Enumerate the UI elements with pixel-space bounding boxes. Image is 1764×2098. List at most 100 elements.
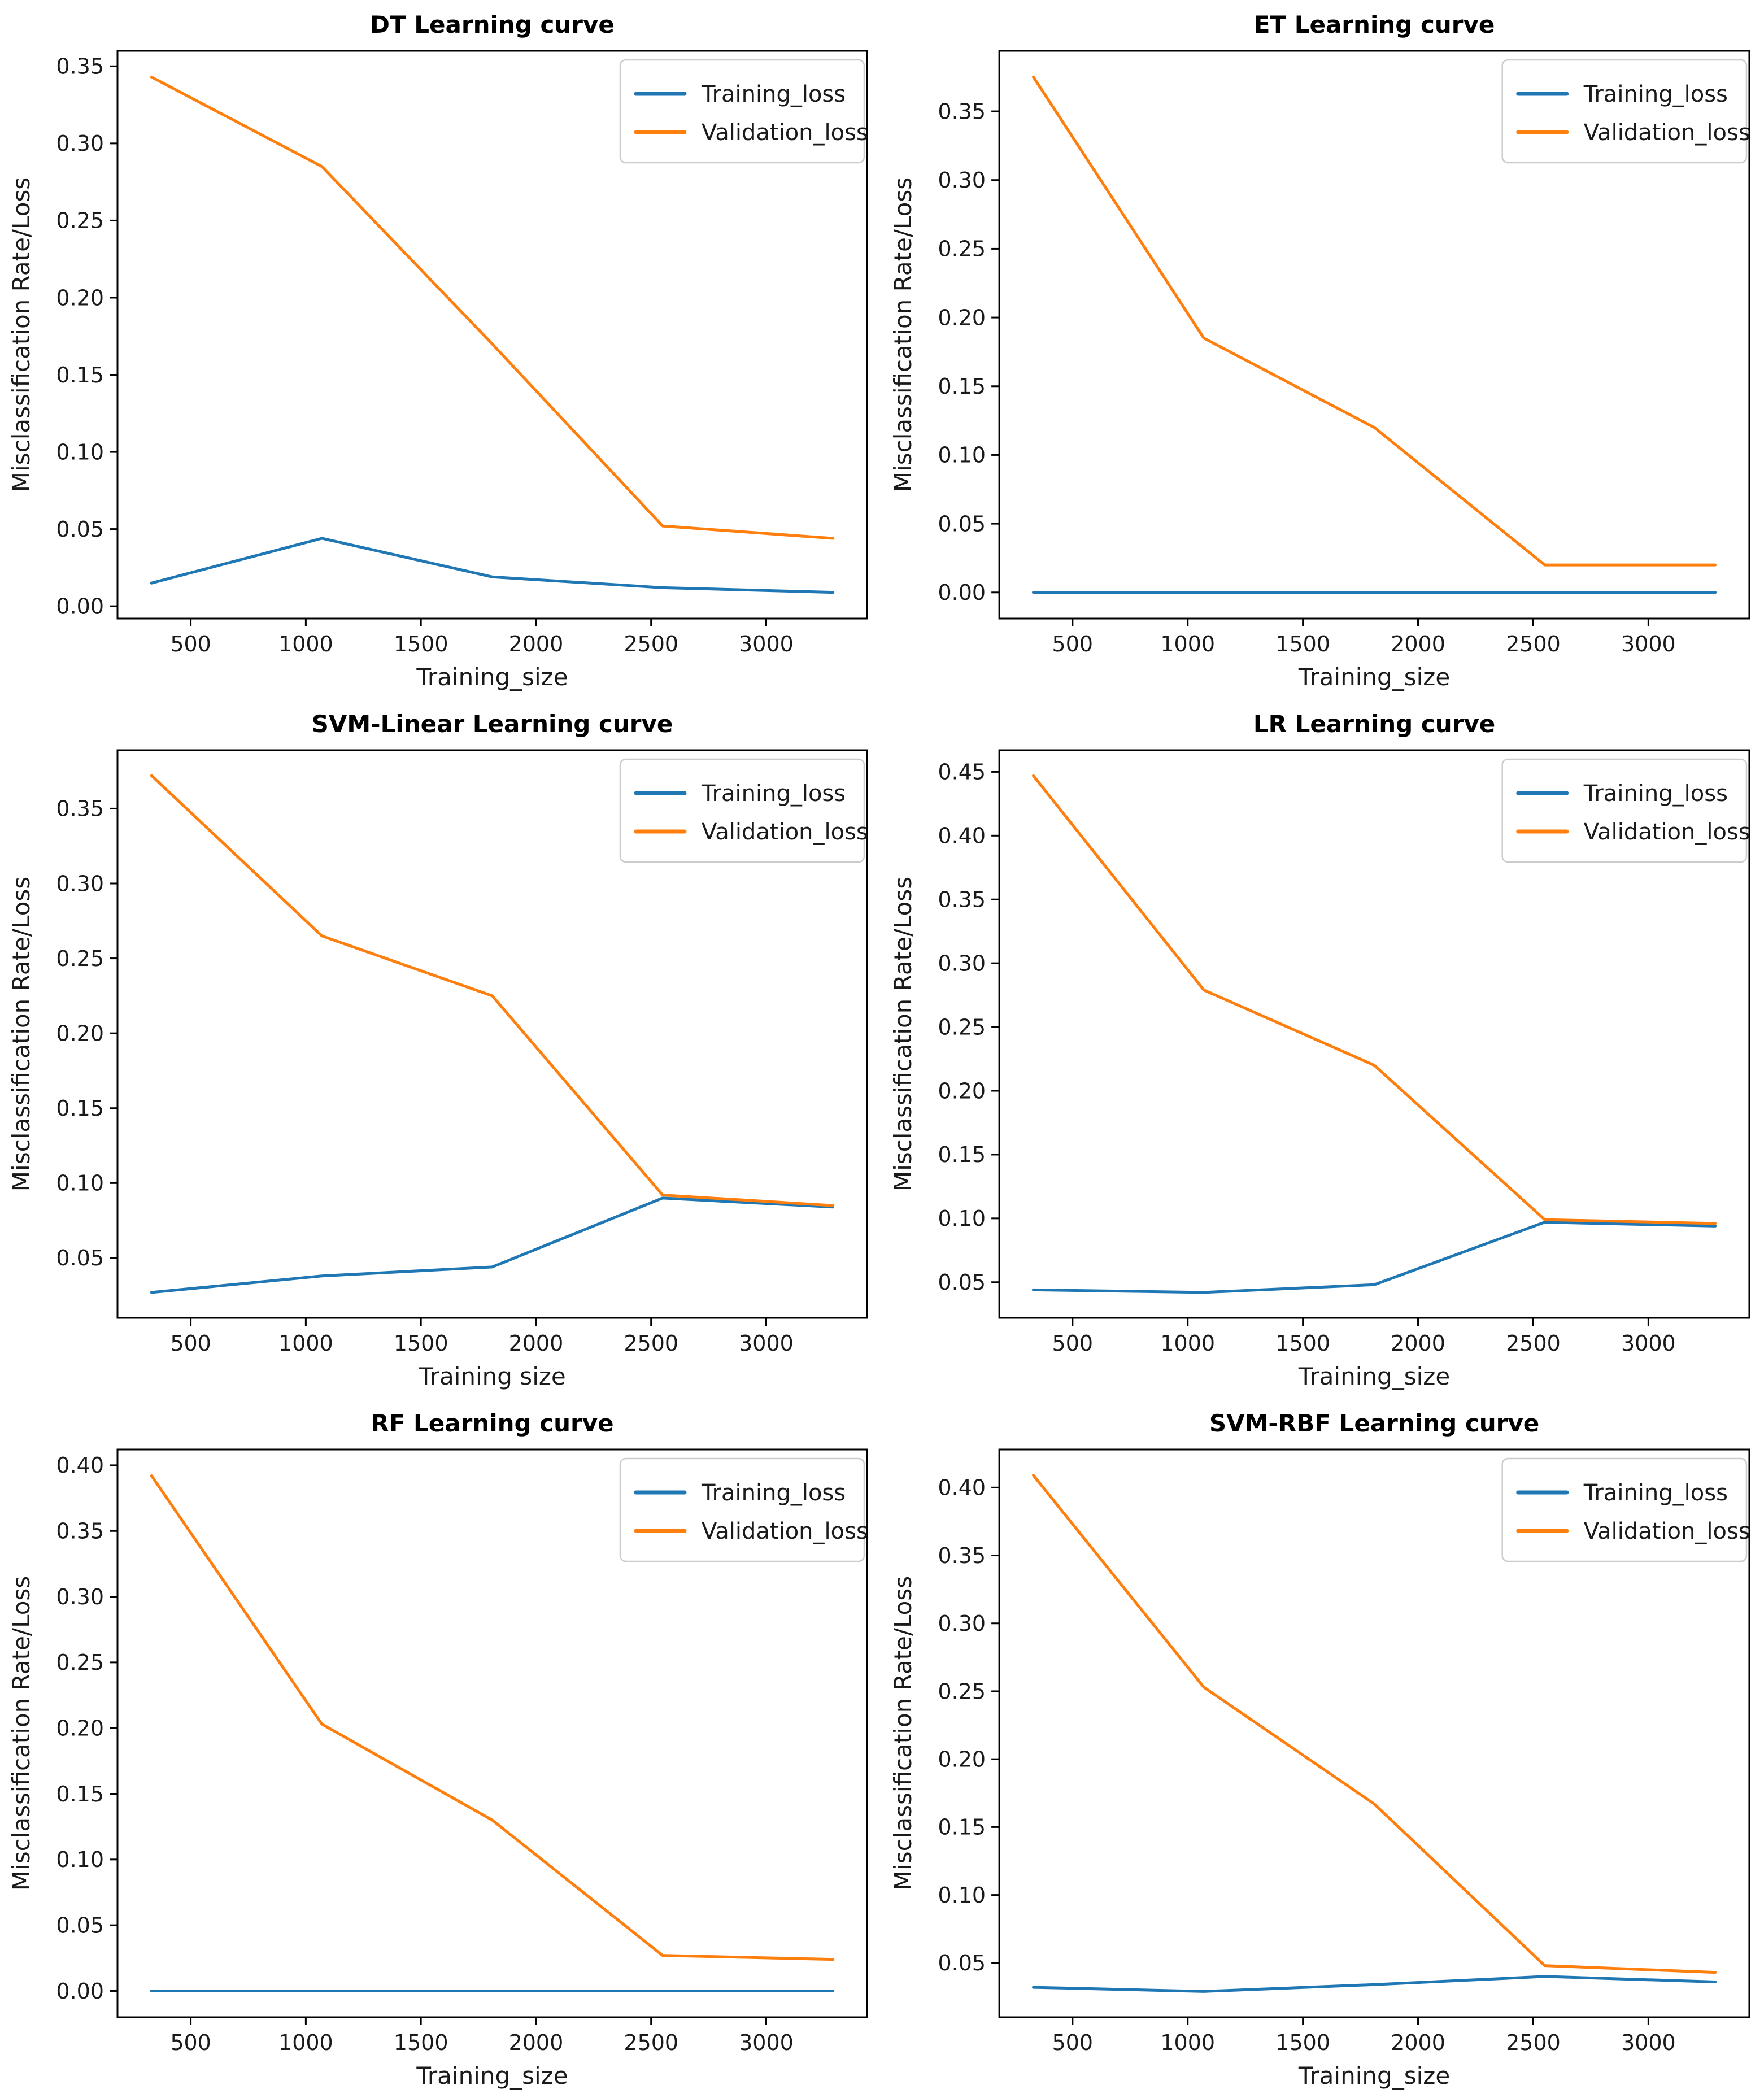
legend-label: Training_loss (701, 1480, 846, 1506)
y-tick-label: 0.15 (56, 1782, 104, 1807)
x-axis-label: Training_size (1298, 2062, 1450, 2090)
x-tick-label: 2500 (1506, 2030, 1561, 2055)
chart-svm-rbf-canvas: SVM-RBF Learning curve 0.05 0.10 0.15 0.20 0.… (889, 1409, 1750, 2090)
series-line-training_loss (150, 1196, 835, 1294)
legend-box (1501, 758, 1748, 863)
x-tick-label: 2500 (624, 1331, 678, 1356)
x-tick-label: 500 (1052, 2030, 1094, 2055)
chart-lr-learning-curve: LR Learning curve 0.05 0.10 0.15 0.20 0.25 0.3… (882, 699, 1764, 1399)
chart-rf-learning-curve: RF Learning curve 0.00 0.05 0.10 0.15 0.20 0.2… (0, 1399, 882, 2098)
legend-label: Training_loss (701, 781, 846, 807)
legend-box (619, 59, 865, 164)
chart-title: SVM-RBF Learning curve (1209, 1409, 1539, 1437)
x-tick-label: 500 (1052, 1331, 1094, 1356)
y-tick-label: 0.35 (56, 796, 104, 821)
x-tick-label: 2000 (1391, 2030, 1445, 2055)
x-tick-label: 3000 (739, 1331, 794, 1356)
x-tick-label: 3000 (1621, 2030, 1676, 2055)
y-tick-label: 0.30 (56, 871, 104, 896)
y-tick-label: 0.20 (938, 305, 986, 330)
y-tick-label: 0.05 (56, 517, 104, 542)
x-axis-label: Training_size (416, 663, 568, 691)
legend-label: Validation_loss (702, 1518, 868, 1544)
y-tick-label: 0.25 (56, 946, 104, 971)
y-tick-label: 0.15 (938, 374, 986, 399)
y-tick-label: 0.40 (938, 824, 986, 848)
y-axis-label: Misclassification Rate/Loss (889, 177, 917, 492)
series-line-training_loss (150, 537, 835, 594)
y-tick-label: 0.30 (938, 168, 986, 193)
legend-box (619, 1457, 865, 1562)
legend-label: Training_loss (701, 81, 846, 107)
y-tick-label: 0.15 (938, 1142, 986, 1167)
y-tick-label: 0.35 (938, 1543, 986, 1568)
x-tick-label: 1500 (1275, 632, 1330, 656)
x-tick-label: 2500 (624, 2030, 678, 2055)
y-tick-label: 0.25 (938, 237, 986, 262)
x-tick-label: 1000 (1160, 632, 1215, 656)
y-tick-label: 0.30 (56, 131, 104, 156)
y-tick-label: 0.20 (56, 1716, 104, 1740)
x-tick-label: 1500 (394, 1331, 448, 1356)
legend: Training_loss Validation_loss (1501, 1457, 1750, 1562)
chart-title: DT Learning curve (370, 11, 615, 38)
y-axis-label: Misclassification Rate/Loss (7, 877, 35, 1191)
y-tick-label: 0.25 (938, 1015, 986, 1039)
y-tick-label: 0.10 (938, 1206, 986, 1231)
x-tick-label: 500 (170, 2030, 211, 2055)
legend: Training_loss Validation_loss (619, 758, 868, 863)
x-tick-label: 2000 (1391, 1331, 1445, 1356)
legend-label: Training_loss (1583, 1480, 1728, 1506)
x-axis-label: Training_size (1298, 663, 1450, 691)
x-axis-label: Training_size (1298, 1363, 1450, 1390)
chart-title: ET Learning curve (1254, 11, 1495, 38)
y-tick-label: 0.05 (938, 1951, 986, 1975)
chart-svm-linear-canvas: SVM-Linear Learning curve 0.05 0.10 0.15 0.2… (7, 710, 868, 1390)
y-tick-label: 0.10 (938, 443, 986, 468)
y-tick-label: 0.10 (56, 1847, 104, 1872)
legend-label: Validation_loss (1584, 120, 1750, 146)
series-line-validation_loss (150, 1474, 835, 1961)
x-tick-label: 1500 (1275, 2030, 1330, 2055)
x-axis-label: Training_size (416, 2062, 568, 2090)
series-line-validation_loss (1031, 774, 1717, 1225)
x-tick-label: 1000 (278, 632, 333, 656)
x-tick-label: 2000 (509, 632, 564, 656)
series-line-training_loss (1031, 1221, 1717, 1294)
legend: Training_loss Validation_loss (619, 59, 868, 164)
x-tick-label: 2500 (624, 632, 678, 656)
x-axis-label: Training size (418, 1363, 566, 1390)
y-tick-label: 0.20 (56, 285, 104, 310)
y-tick-label: 0.25 (56, 208, 104, 233)
y-tick-label: 0.05 (56, 1913, 104, 1938)
legend: Training_loss Validation_loss (1501, 59, 1750, 164)
chart-title: RF Learning curve (371, 1409, 613, 1437)
x-tick-label: 2500 (1506, 632, 1561, 656)
y-tick-label: 0.15 (56, 1096, 104, 1121)
x-tick-label: 1500 (394, 632, 448, 656)
x-tick-label: 3000 (739, 632, 794, 656)
y-tick-label: 0.35 (938, 99, 986, 124)
y-tick-label: 0.15 (56, 363, 104, 388)
x-tick-label: 2000 (509, 2030, 564, 2055)
chart-dt-learning-curve: DT Learning curve 0.00 0.05 0.10 0.15 0.20 0.2… (0, 0, 882, 699)
y-axis-label: Misclassification Rate/Loss (889, 1576, 917, 1891)
chart-et-canvas: ET Learning curve 0.00 0.05 0.10 0.15 0.20 0.2… (889, 11, 1750, 691)
y-tick-label: 0.10 (938, 1883, 986, 1908)
y-tick-label: 0.30 (938, 1611, 986, 1636)
series-line-validation_loss (1031, 1474, 1717, 1974)
x-tick-label: 1000 (278, 1331, 333, 1356)
legend-box (1501, 59, 1748, 164)
x-tick-label: 1000 (278, 2030, 333, 2055)
y-tick-label: 0.45 (938, 760, 986, 785)
y-tick-label: 0.25 (56, 1650, 104, 1675)
y-tick-label: 0.00 (938, 580, 986, 605)
y-tick-label: 0.20 (938, 1747, 986, 1771)
plot-area-border (998, 1448, 1750, 2018)
chart-lr-canvas: LR Learning curve 0.05 0.10 0.15 0.20 0.25 0.3… (889, 710, 1750, 1390)
y-tick-label: 0.35 (56, 1519, 104, 1544)
x-tick-label: 3000 (739, 2030, 794, 2055)
series-line-validation_loss (1031, 75, 1717, 567)
x-tick-label: 1000 (1160, 2030, 1215, 2055)
